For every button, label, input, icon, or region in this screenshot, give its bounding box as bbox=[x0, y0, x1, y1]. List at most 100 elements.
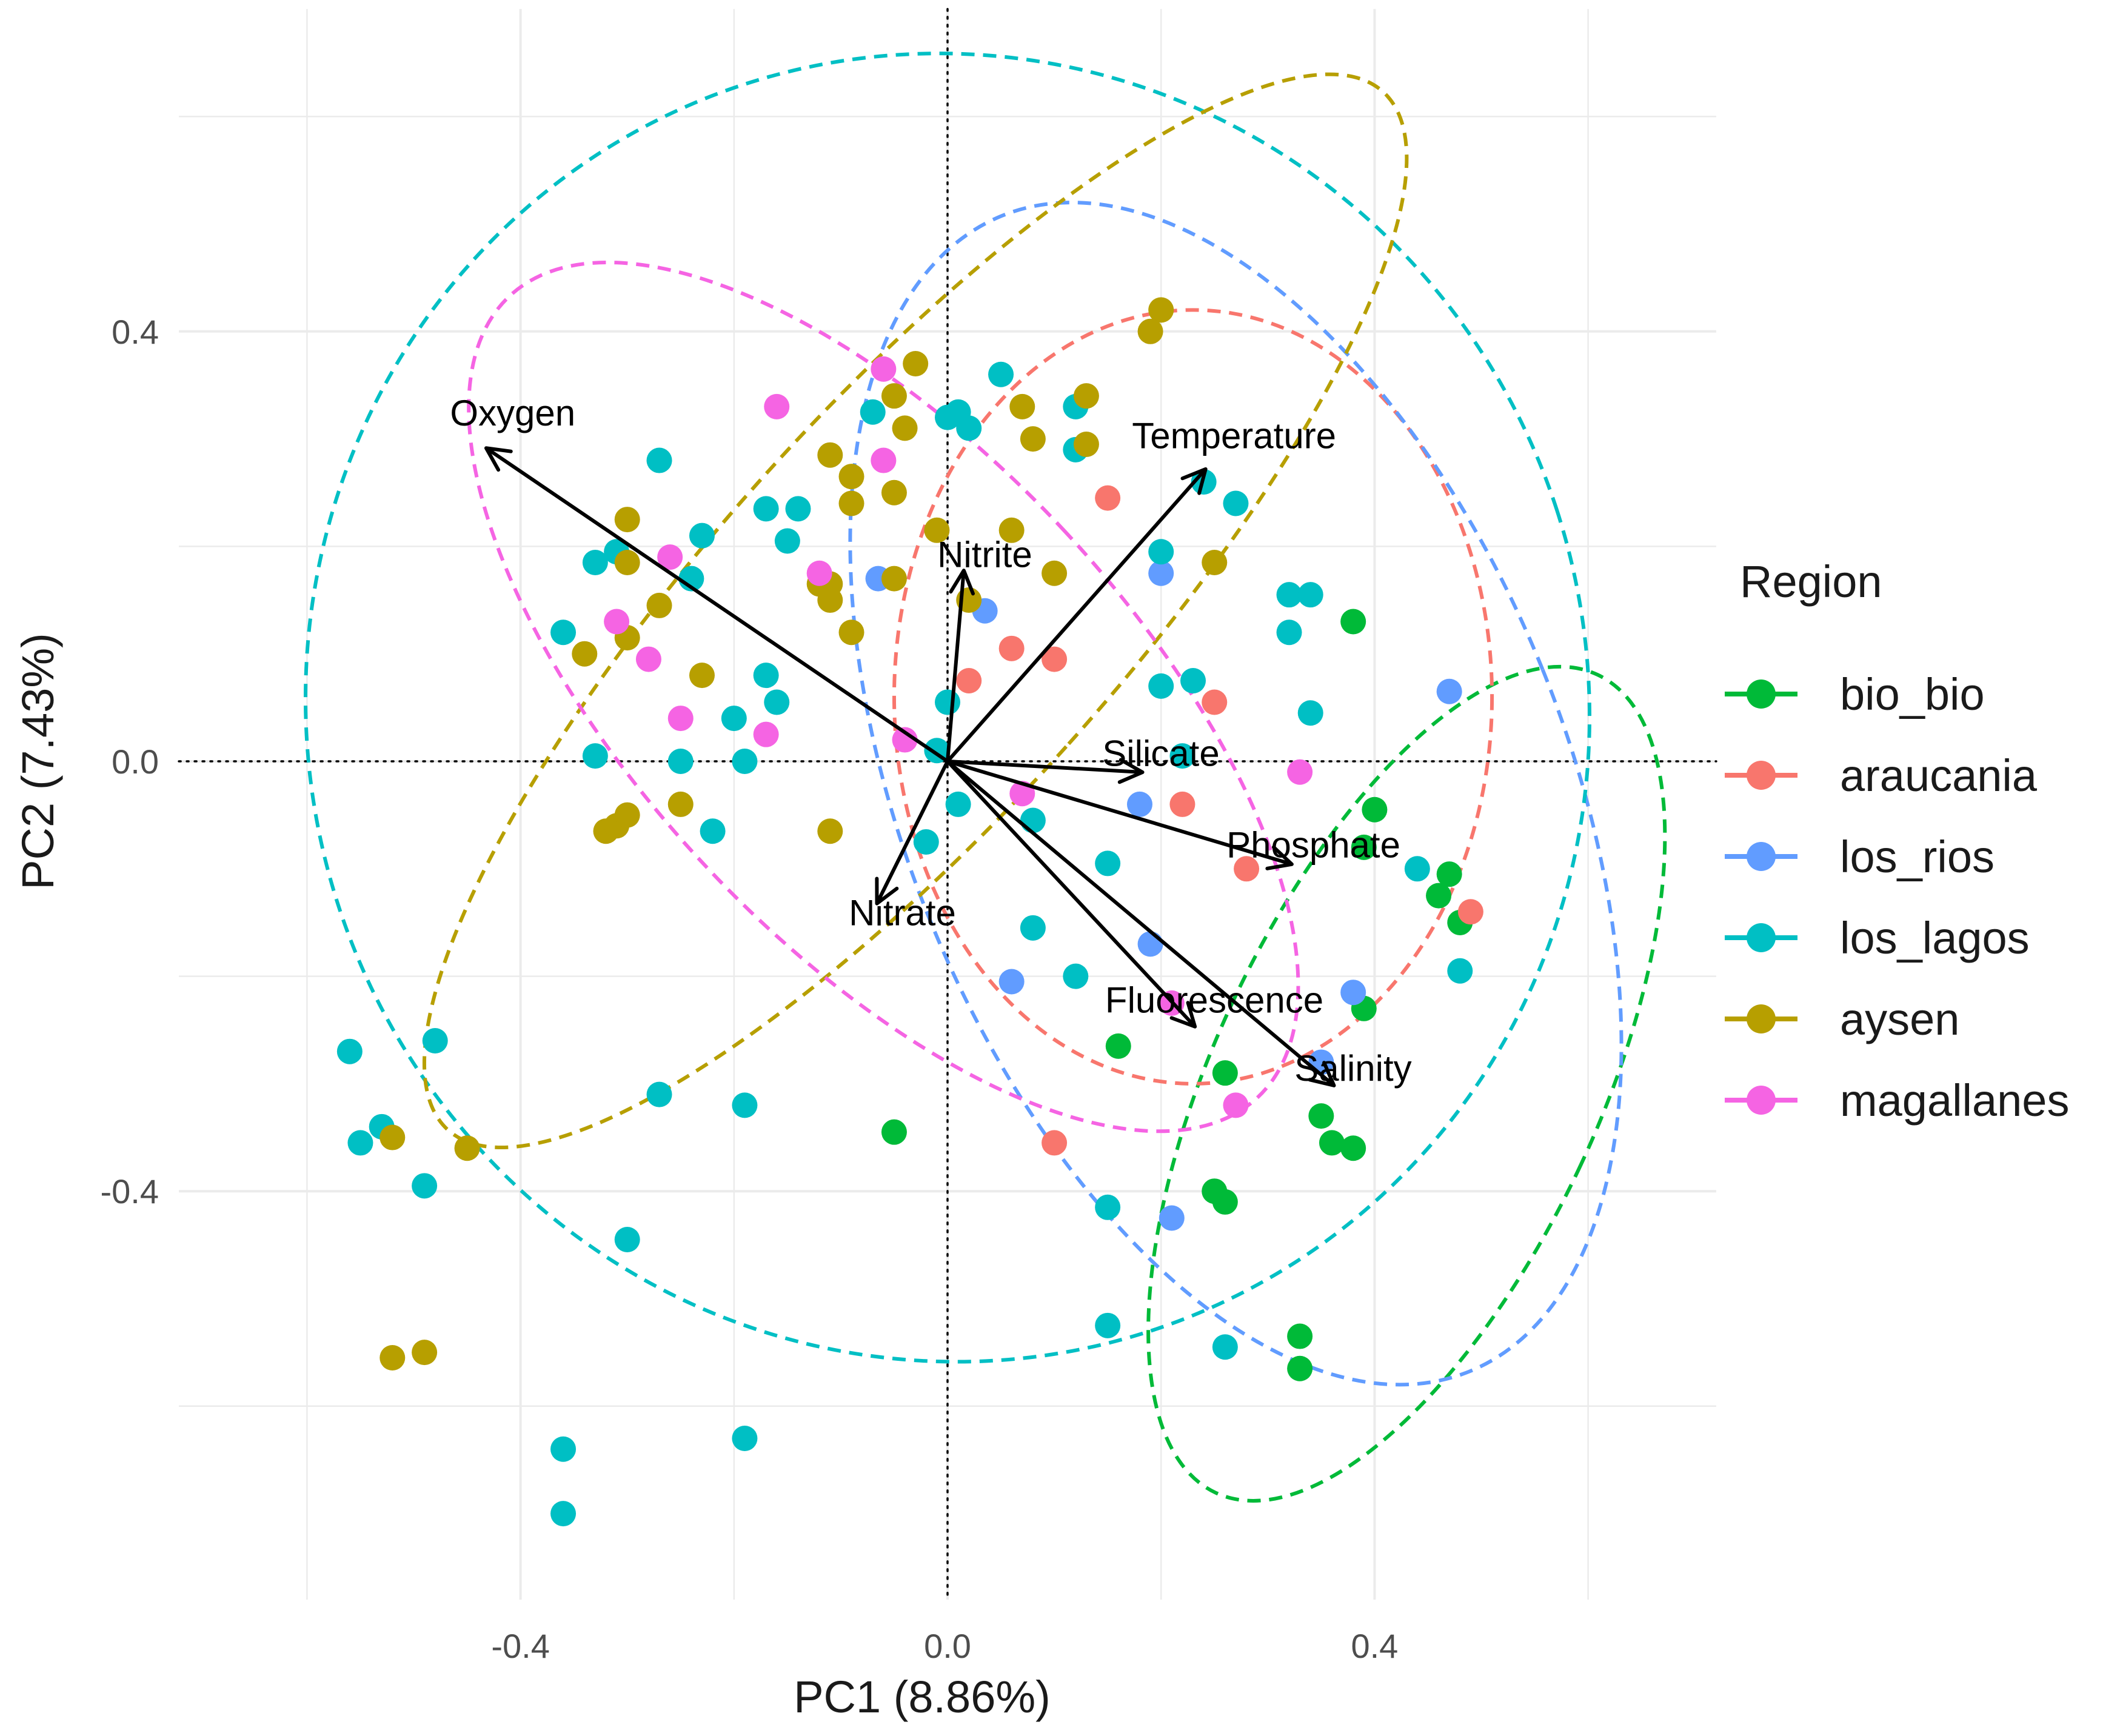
ellipse-araucania bbox=[892, 308, 1494, 1086]
point-los_lagos bbox=[582, 743, 608, 769]
point-araucania bbox=[1095, 485, 1121, 511]
y-tick-label: 0.0 bbox=[112, 743, 159, 781]
point-los_lagos bbox=[347, 1130, 373, 1156]
point-los_rios bbox=[1126, 791, 1152, 817]
loading-arrow-fluorescence bbox=[946, 760, 1197, 1029]
point-los_lagos bbox=[935, 689, 960, 715]
loading-labels: Oxygen Temperature Nitrite Silicate Phosphat… bbox=[450, 393, 1411, 1089]
point-bio_bio bbox=[1426, 883, 1452, 909]
loading-arrow-silicate bbox=[947, 758, 1145, 784]
point-araucania bbox=[1042, 1130, 1068, 1156]
point-los_lagos bbox=[1276, 582, 1302, 608]
loading-label-nitrate: Nitrate bbox=[849, 892, 956, 933]
point-los_lagos bbox=[646, 447, 672, 473]
loading-label-oxygen: Oxygen bbox=[450, 393, 575, 433]
point-los_lagos bbox=[774, 528, 800, 554]
point-los_lagos bbox=[700, 818, 726, 844]
legend-key-point bbox=[1747, 761, 1776, 790]
point-aysen bbox=[998, 517, 1025, 543]
point-magallanes bbox=[753, 721, 779, 747]
point-aysen bbox=[1009, 393, 1035, 419]
legend-item-magallanes: magallanes bbox=[1725, 1075, 2069, 1126]
point-aysen bbox=[924, 517, 950, 543]
loading-label-fluorescence: Fluorescence bbox=[1105, 980, 1323, 1020]
point-aysen bbox=[380, 1124, 406, 1150]
group-ellipses bbox=[303, 52, 1667, 1503]
point-los_rios bbox=[1436, 678, 1462, 704]
point-aysen bbox=[838, 619, 864, 646]
point-los_lagos bbox=[412, 1173, 438, 1199]
point-los_lagos bbox=[1148, 673, 1174, 699]
legend-item-los_rios: los_rios bbox=[1725, 832, 1995, 882]
x-tick-label: -0.4 bbox=[491, 1627, 550, 1665]
loading-label-nitrite: Nitrite bbox=[937, 535, 1032, 575]
loading-arrow-nitrate bbox=[875, 760, 949, 906]
point-aysen bbox=[412, 1340, 438, 1366]
point-aysen bbox=[1073, 383, 1099, 409]
legend-label: bio_bio bbox=[1840, 669, 1985, 719]
legend-label: los_lagos bbox=[1840, 913, 2030, 963]
ellipse-los_lagos bbox=[303, 52, 1592, 1364]
point-los_lagos bbox=[753, 496, 779, 522]
point-aysen bbox=[667, 791, 694, 817]
point-los_lagos bbox=[1095, 1194, 1121, 1220]
point-los_lagos bbox=[1095, 850, 1121, 876]
point-los_lagos bbox=[646, 1081, 672, 1107]
point-aysen bbox=[689, 663, 715, 689]
loading-arrow-phosphate bbox=[947, 760, 1294, 870]
y-tick-label: -0.4 bbox=[101, 1172, 159, 1210]
point-los_lagos bbox=[1404, 856, 1430, 882]
point-los_lagos bbox=[1447, 958, 1473, 984]
point-aysen bbox=[614, 507, 640, 533]
point-los_lagos bbox=[689, 522, 715, 549]
legend-title: Region bbox=[1740, 556, 1882, 607]
point-los_lagos bbox=[422, 1027, 448, 1053]
point-los_lagos bbox=[1276, 619, 1302, 646]
point-aysen bbox=[572, 641, 598, 667]
point-araucania bbox=[956, 668, 982, 694]
point-los_lagos bbox=[1063, 963, 1089, 989]
point-los_lagos bbox=[753, 663, 779, 689]
point-magallanes bbox=[764, 393, 790, 419]
legend-key-point bbox=[1747, 842, 1776, 871]
data-points bbox=[336, 297, 1483, 1527]
point-los_lagos bbox=[614, 1226, 640, 1252]
point-los_lagos bbox=[732, 1092, 758, 1118]
point-bio_bio bbox=[1287, 1355, 1313, 1381]
point-los_lagos bbox=[1020, 807, 1046, 833]
point-los_lagos bbox=[1020, 915, 1046, 941]
point-bio_bio bbox=[1436, 861, 1462, 887]
point-los_lagos bbox=[956, 415, 982, 441]
point-los_rios bbox=[998, 969, 1025, 995]
point-magallanes bbox=[667, 706, 694, 732]
legend-label: aysen bbox=[1840, 994, 1959, 1044]
point-aysen bbox=[817, 818, 843, 844]
loading-arrows bbox=[484, 446, 1336, 1087]
point-aysen bbox=[1137, 318, 1163, 344]
point-aysen bbox=[1073, 431, 1099, 457]
point-aysen bbox=[1042, 560, 1068, 586]
point-aysen bbox=[817, 587, 843, 613]
point-bio_bio bbox=[1308, 1103, 1334, 1129]
point-los_lagos bbox=[1180, 668, 1206, 694]
point-los_lagos bbox=[1095, 1312, 1121, 1338]
ellipse-aysen bbox=[422, 72, 1409, 1149]
loading-arrow-temperature bbox=[946, 467, 1208, 763]
point-araucania bbox=[1169, 791, 1195, 817]
point-magallanes bbox=[871, 447, 897, 473]
point-aysen bbox=[881, 479, 907, 506]
point-aysen bbox=[817, 442, 843, 468]
point-los_lagos bbox=[764, 689, 790, 715]
point-aysen bbox=[614, 802, 640, 828]
legend-item-aysen: aysen bbox=[1725, 994, 1959, 1044]
ellipse-magallanes bbox=[467, 260, 1300, 1133]
point-los_rios bbox=[1148, 560, 1174, 586]
point-magallanes bbox=[635, 646, 661, 672]
point-los_lagos bbox=[1297, 582, 1323, 608]
loading-label-phosphate: Phosphate bbox=[1226, 824, 1400, 865]
x-tick-label: 0.4 bbox=[1351, 1627, 1398, 1665]
legend: Region bio_bio araucania los_rios los_lagos… bbox=[1725, 556, 2069, 1126]
tick-labels: -0.4 0.0 0.4 -0.4 0.0 0.4 bbox=[101, 313, 1399, 1665]
point-los_rios bbox=[1159, 1205, 1185, 1231]
